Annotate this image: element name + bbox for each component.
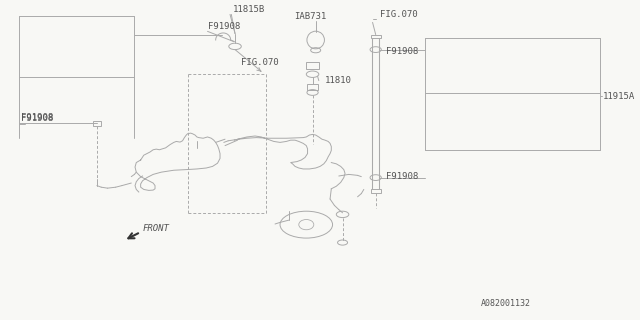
Bar [371,35,381,38]
Text: 11810: 11810 [325,76,352,85]
Bar [371,189,381,193]
Text: F91908: F91908 [387,172,419,181]
Text: 11815B: 11815B [232,5,265,14]
Text: FRONT: FRONT [143,224,170,233]
Text: F91908: F91908 [20,113,53,122]
Text: F91908: F91908 [387,47,419,56]
Text: 11915A: 11915A [604,92,636,100]
Text: FIG.070: FIG.070 [380,10,418,19]
Bar [307,62,319,69]
Text: A082001132: A082001132 [481,299,531,308]
Text: F91908: F91908 [20,114,53,123]
Bar [307,84,318,90]
Text: FIG.070: FIG.070 [241,58,278,67]
Text: F91908: F91908 [207,22,240,31]
Text: IAB731: IAB731 [294,12,326,21]
Bar [93,121,101,126]
